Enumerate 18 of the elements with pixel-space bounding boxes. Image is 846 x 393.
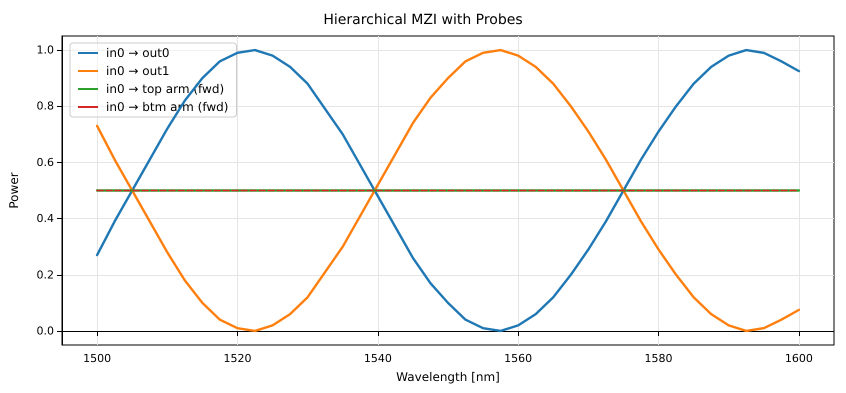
legend-label: in0 → out0 xyxy=(106,46,170,60)
x-tick-label: 1560 xyxy=(504,352,532,365)
y-tick-label: 0.0 xyxy=(36,324,54,338)
x-tick-label: 1580 xyxy=(644,352,673,365)
y-axis-title: Power xyxy=(7,172,21,209)
legend-label: in0 → out1 xyxy=(106,64,170,78)
y-tick-label: 0.6 xyxy=(36,156,54,169)
x-tick-label: 1520 xyxy=(223,352,252,365)
x-tick-label: 1500 xyxy=(83,352,112,365)
y-tick-label: 0.8 xyxy=(36,100,54,113)
x-axis-title: Wavelength [nm] xyxy=(396,370,500,384)
chart-title: Hierarchical MZI with Probes xyxy=(323,12,523,28)
x-tick-label: 1600 xyxy=(784,352,813,365)
y-tick-label: 1.0 xyxy=(36,44,54,57)
y-tick-label: 0.2 xyxy=(36,268,54,282)
y-tick-label: 0.4 xyxy=(36,212,54,226)
x-tick-label: 1540 xyxy=(364,352,392,365)
line-series xyxy=(96,48,800,332)
